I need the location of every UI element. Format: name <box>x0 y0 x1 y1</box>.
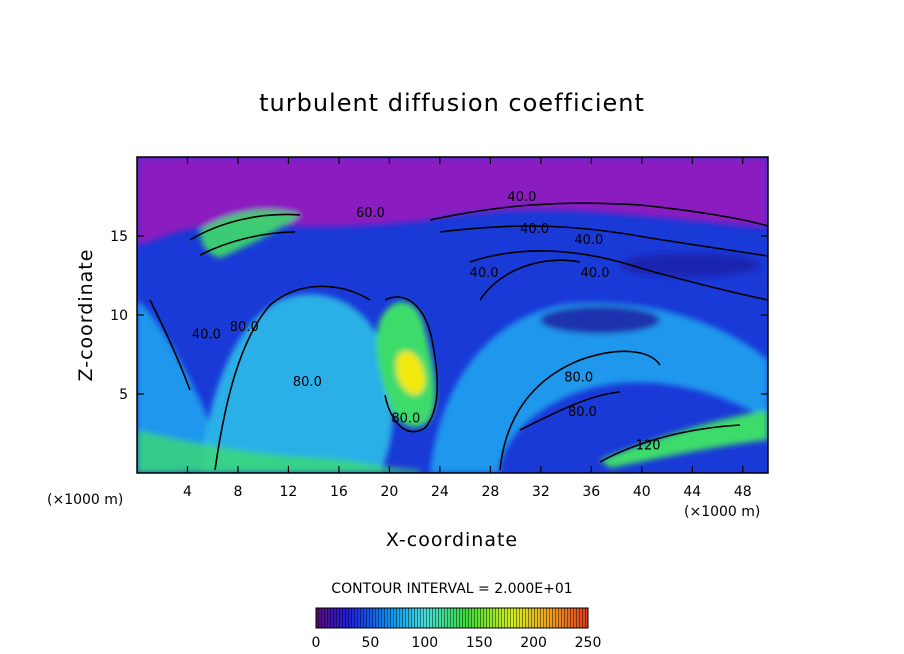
colorbar-tick-label: 200 <box>520 635 547 651</box>
y-tick-label: 10 <box>110 308 128 324</box>
field-center-core <box>395 351 426 395</box>
x-tick-label: 20 <box>380 484 398 500</box>
contour-label: 80.0 <box>391 411 420 426</box>
contour-label: 40.0 <box>192 328 221 343</box>
contour-label: 120 <box>636 438 661 453</box>
x-tick-label: 48 <box>734 484 752 500</box>
colorbar-tick-label: 150 <box>466 635 493 651</box>
contour-label: 80.0 <box>564 370 593 385</box>
chart-title: turbulent diffusion coefficient <box>259 89 645 117</box>
colorbar-tick-label: 100 <box>411 635 438 651</box>
colorbar-ticks: 0 50 100 150 200 250 <box>312 635 602 651</box>
contour-label: 40.0 <box>470 266 499 281</box>
contour-lines <box>149 202 768 471</box>
x-tick-label: 8 <box>233 484 242 500</box>
colorbar-tick-label: 50 <box>361 635 379 651</box>
colorbar: 0 50 100 150 200 250 <box>312 607 602 651</box>
x-unit-label: (×1000 m) <box>684 504 760 520</box>
x-tick-label: 36 <box>582 484 600 500</box>
contour-label: 80.0 <box>568 405 597 420</box>
x-axis-title: X-coordinate <box>386 529 518 551</box>
x-tick-label: 40 <box>633 484 651 500</box>
y-unit-label: (×1000 m) <box>47 492 123 508</box>
y-tick-label: 5 <box>119 387 128 403</box>
x-axis: 4 8 12 16 20 24 28 32 36 40 44 48 <box>183 157 752 500</box>
contour-label: 40.0 <box>507 190 536 205</box>
contour-interval-label: CONTOUR INTERVAL = 2.000E+01 <box>331 581 572 597</box>
colorbar-frame <box>315 607 589 629</box>
x-tick-label: 12 <box>280 484 298 500</box>
y-axis-title: Z-coordinate <box>75 249 97 382</box>
colorbar-tick-label: 250 <box>575 635 602 651</box>
x-tick-label: 16 <box>330 484 348 500</box>
field-upper-layer <box>137 157 768 246</box>
contour-label: 40.0 <box>520 222 549 237</box>
field-upper-left-streak <box>200 210 300 258</box>
colorbar-tick-label: 0 <box>312 635 321 651</box>
x-tick-label: 28 <box>481 484 499 500</box>
field-lower-right-streak <box>600 410 768 468</box>
y-axis: 5 10 15 <box>110 229 768 403</box>
contour-label: 80.0 <box>293 375 322 390</box>
x-tick-label: 32 <box>532 484 550 500</box>
field-pocket-2 <box>620 253 760 277</box>
field-band-low <box>137 430 420 473</box>
colorbar-stripes <box>316 608 588 628</box>
x-tick-label: 44 <box>683 484 701 500</box>
x-tick-label: 4 <box>183 484 192 500</box>
field-band-swirl <box>430 302 768 473</box>
contour-label: 40.0 <box>574 233 603 248</box>
x-tick-label: 24 <box>431 484 449 500</box>
contour-labels: 40.0 40.0 40.0 40.0 40.0 40.0 80.0 80.0 80.0 80.0… <box>192 190 661 453</box>
field-pocket-1 <box>540 306 660 334</box>
contour-label: 80.0 <box>230 320 259 335</box>
y-tick-label: 15 <box>110 229 128 245</box>
field-band-left <box>137 300 211 473</box>
plot-area <box>137 157 768 473</box>
contour-label: 60.0 <box>356 206 385 221</box>
contour-label: 40.0 <box>581 266 610 281</box>
